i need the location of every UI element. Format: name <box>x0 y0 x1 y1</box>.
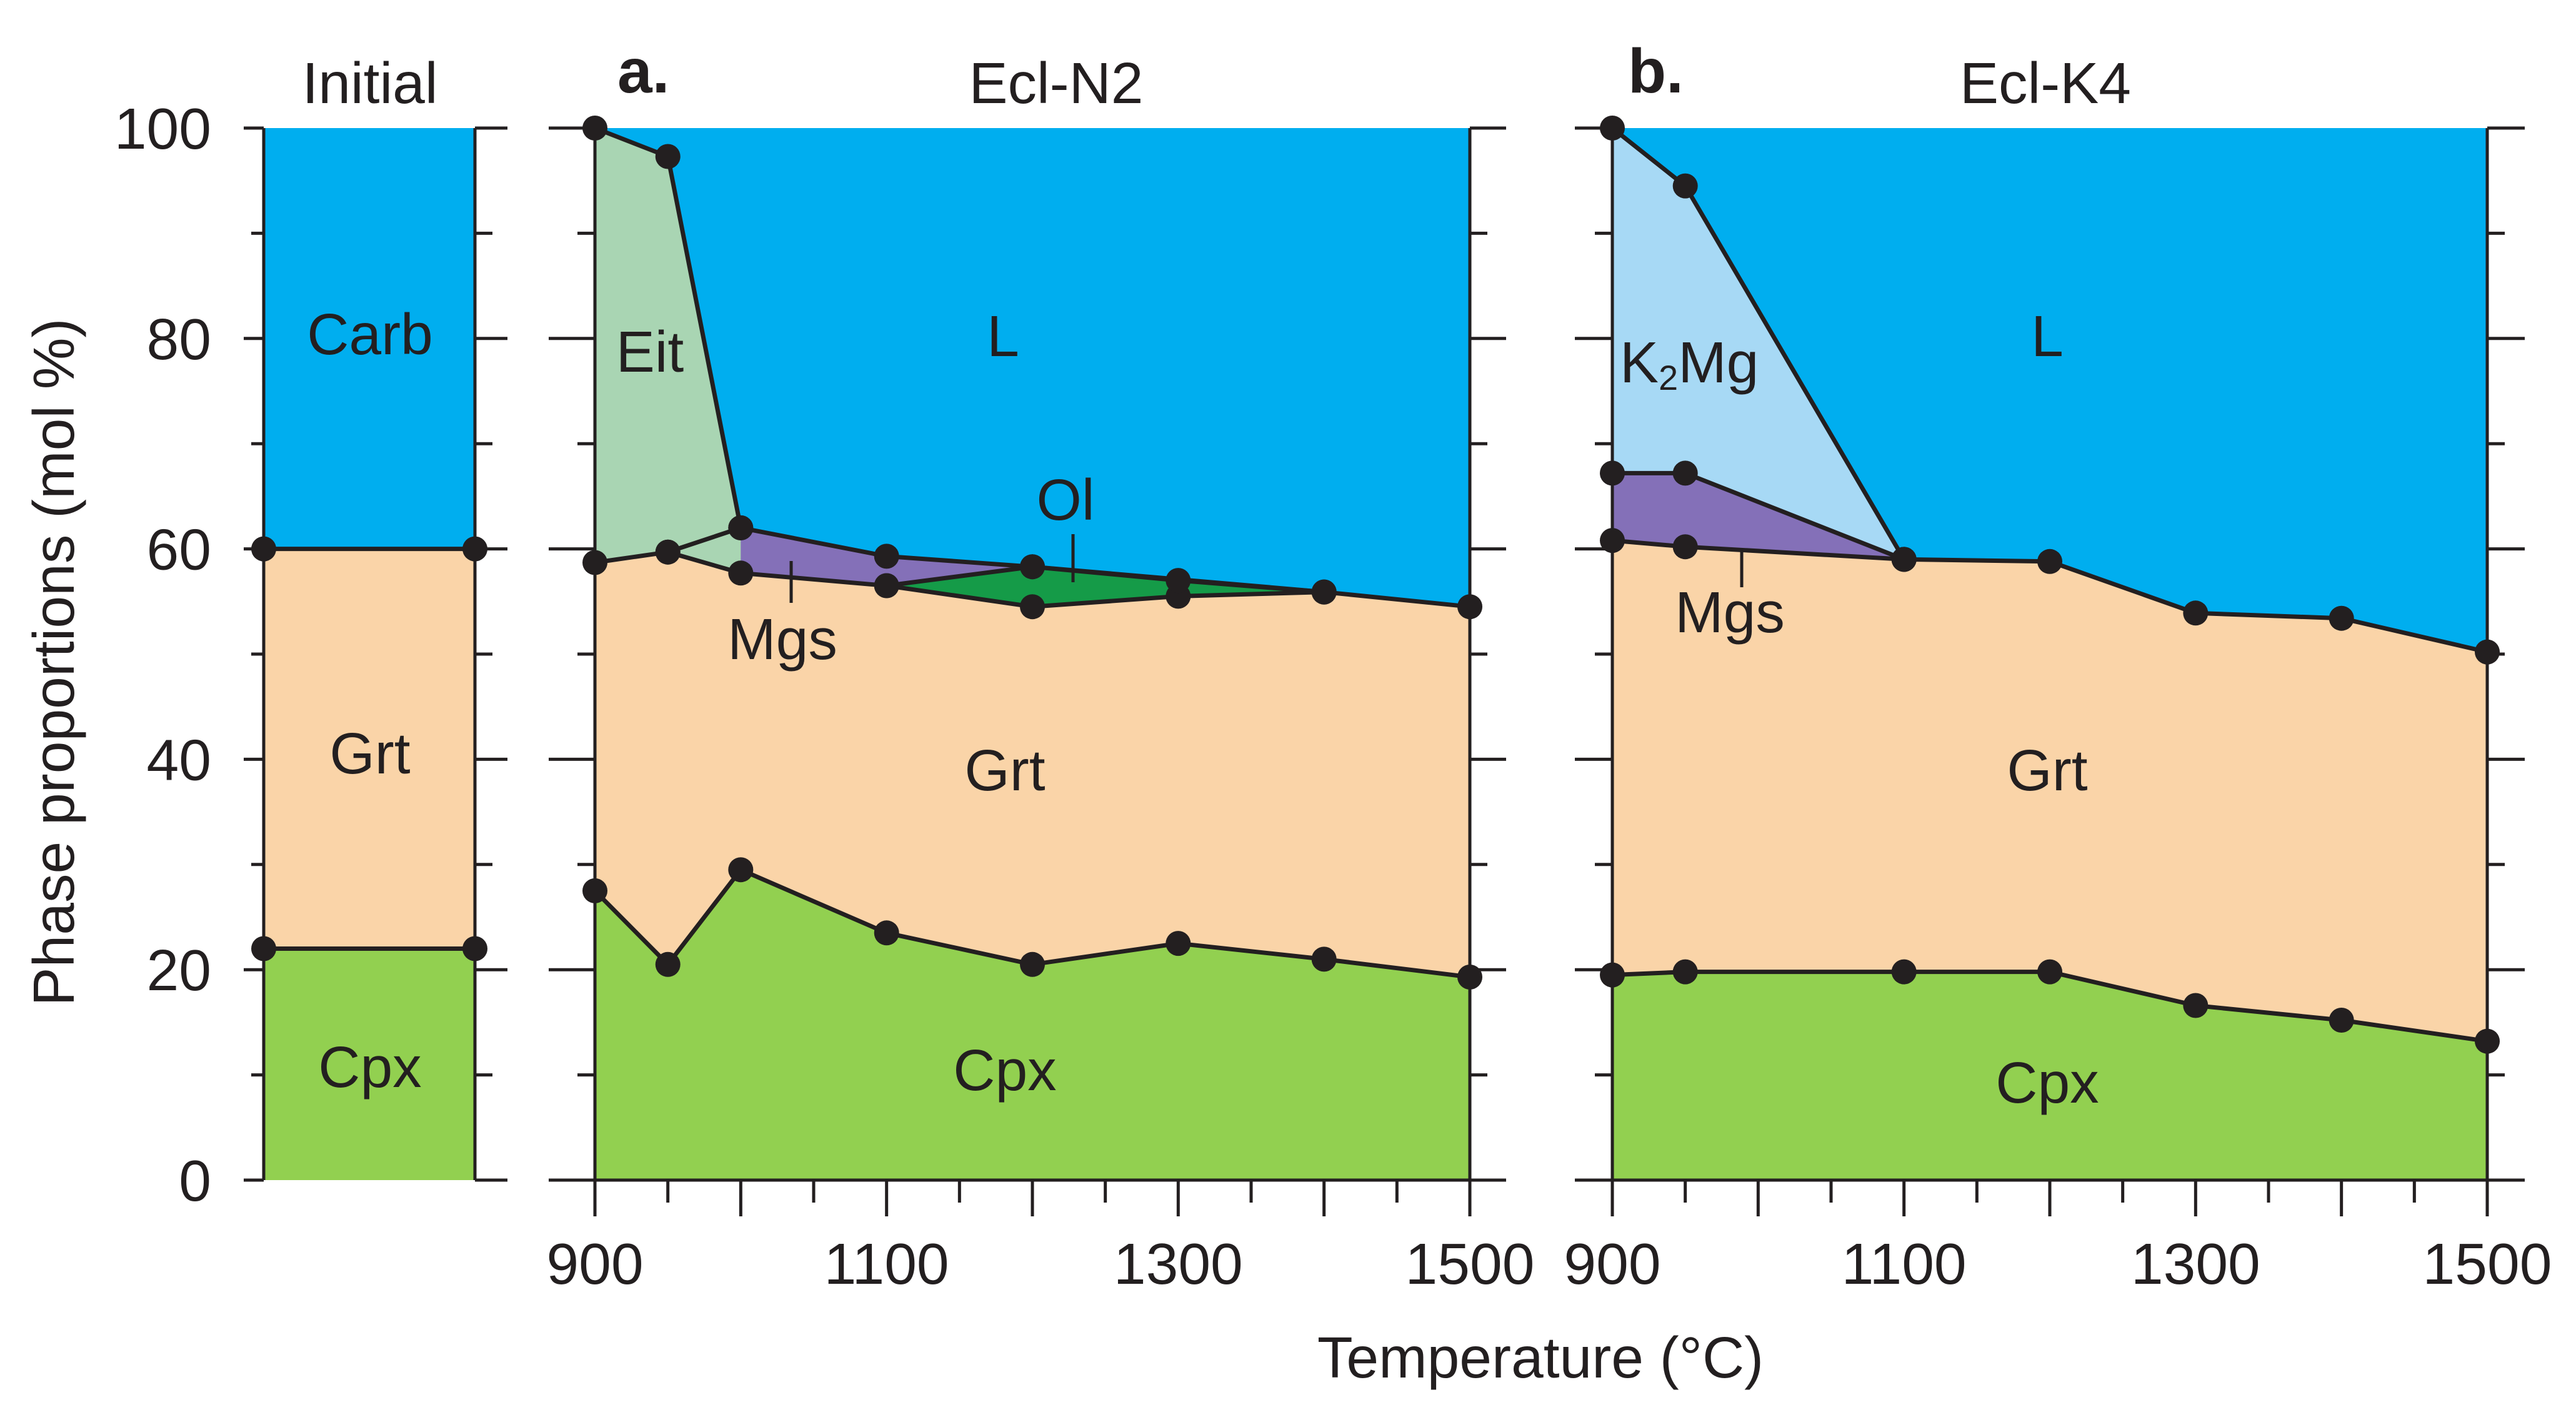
panel-b-data-point <box>1600 460 1625 486</box>
panel-b-data-point <box>1891 547 1917 572</box>
panel-a-title: Ecl-N2 <box>969 51 1143 116</box>
label-a-grt: Grt <box>964 738 1045 803</box>
y-tick-label: 40 <box>147 727 211 792</box>
panel-a-data-point <box>874 544 899 569</box>
panel-b-data-point <box>2183 993 2209 1018</box>
phase-fill-layer <box>264 128 2487 1180</box>
panel-a-data-point <box>655 539 681 565</box>
label-b-cpx: Cpx <box>1995 1050 2099 1115</box>
label-initial-carb: Carb <box>307 302 433 367</box>
panel-a-letter: a. <box>617 36 669 106</box>
initial-carb-fill <box>264 128 475 549</box>
panel-a-data-point <box>1311 579 1337 605</box>
panel-a-x-tick-label: 1100 <box>824 1231 949 1296</box>
panel-b-data-point <box>2037 549 2062 574</box>
y-tick-label: 20 <box>147 938 211 1003</box>
label-b-mgs: Mgs <box>1675 580 1785 645</box>
panel-a-data-point <box>1166 931 1191 956</box>
panel-b-k2mg-fill <box>1612 128 1904 560</box>
y-tick-label: 60 <box>147 517 211 582</box>
panel-a-data-point <box>1457 965 1482 990</box>
initial-boundary-point <box>251 936 276 961</box>
panel-b-data-point <box>1672 959 1698 985</box>
panel-a-x-tick-label: 1500 <box>1405 1231 1535 1296</box>
panel-a-data-point <box>655 144 681 169</box>
panel-a-data-point <box>582 878 607 903</box>
panel-a-data-point <box>728 857 754 883</box>
panel-a-data-point <box>582 116 607 141</box>
panel-a-data-point <box>655 951 681 977</box>
panel-b-x-tick-label: 1300 <box>2131 1231 2260 1296</box>
label-a-l: L <box>987 304 1019 369</box>
y-axis-label: Phase proportions (mol %) <box>21 319 86 1006</box>
panel-b-x-tick-label: 1100 <box>1842 1231 1967 1296</box>
panel-b-data-point <box>2329 1008 2354 1033</box>
panel-b-data-point <box>1672 460 1698 486</box>
panel-b-data-point <box>1891 959 1917 985</box>
panel-a-clinopyroxene-fill <box>595 870 1470 1180</box>
panel-b-data-point <box>1600 116 1625 141</box>
panel-a-data-point <box>874 920 899 946</box>
y-tick-label: 100 <box>114 96 211 161</box>
panel-b-data-point <box>2475 1028 2500 1054</box>
initial-boundary-point <box>462 936 487 961</box>
panel-b-clinopyroxene-fill <box>1612 971 2487 1180</box>
label-initial-grt: Grt <box>329 721 410 786</box>
panel-b-data-point <box>1672 534 1698 560</box>
panel-a-magnesite-fill <box>667 527 1324 592</box>
initial-panel-title: Initial <box>302 51 437 116</box>
panel-a-data-point <box>728 515 754 540</box>
y-tick-label: 80 <box>147 307 211 372</box>
label-a-ol: Ol <box>1037 467 1095 532</box>
panel-a-grt-boundary <box>594 550 1470 609</box>
panel-a-olivine-fill <box>886 567 1324 607</box>
panel-a-data-point <box>728 560 754 586</box>
panel-a-eitelite-fill <box>595 128 741 573</box>
panel-a-data-point <box>1020 594 1045 620</box>
panel-a-data-point <box>874 573 899 598</box>
panel-b-letter: b. <box>1628 36 1684 106</box>
data-point-layer <box>251 116 2500 1054</box>
panel-b-title: Ecl-K4 <box>1960 51 2131 116</box>
label-a-cpx: Cpx <box>953 1038 1056 1103</box>
label-b-l: L <box>2031 304 2064 369</box>
panel-b-data-point <box>2329 605 2354 631</box>
panel-b-data-point <box>1600 962 1625 988</box>
label-a-mgs: Mgs <box>727 607 837 672</box>
initial-boundary-point <box>251 536 276 562</box>
panel-a-data-point <box>582 550 607 575</box>
panel-b-data-point <box>1600 528 1625 554</box>
panel-a-data-point <box>1020 554 1045 580</box>
x-axis-label: Temperature (°C) <box>1317 1325 1764 1390</box>
panel-b-x-tick-label: 1500 <box>2423 1231 2552 1296</box>
label-b-k2mg: K2Mg <box>1620 330 1759 397</box>
panel-a-data-point <box>1311 946 1337 972</box>
panel-a-x-tick-label: 900 <box>546 1231 643 1296</box>
text-layer: Phase proportions (mol %) Temperature (°… <box>21 36 2552 1390</box>
panel-b-data-point <box>2183 600 2209 626</box>
initial-grt-fill <box>264 549 475 949</box>
panel-b-data-point <box>2037 959 2062 985</box>
panel-b-x-tick-label: 900 <box>1564 1231 1660 1296</box>
y-tick-label: 0 <box>179 1148 211 1213</box>
initial-boundary-point <box>462 536 487 562</box>
panel-a-x-tick-label: 1300 <box>1114 1231 1243 1296</box>
panel-a-cpx-boundary <box>593 867 1470 980</box>
panel-b-data-point <box>1672 173 1698 199</box>
label-initial-cpx: Cpx <box>318 1035 421 1100</box>
panel-b-data-point <box>2475 639 2500 665</box>
initial-cpx-fill <box>264 948 475 1180</box>
panel-a-data-point <box>1457 594 1482 620</box>
label-a-eit: Eit <box>616 319 684 384</box>
label-b-grt: Grt <box>2007 738 2087 803</box>
panel-a-data-point <box>1020 951 1045 977</box>
panel-a-data-point <box>1166 568 1191 593</box>
